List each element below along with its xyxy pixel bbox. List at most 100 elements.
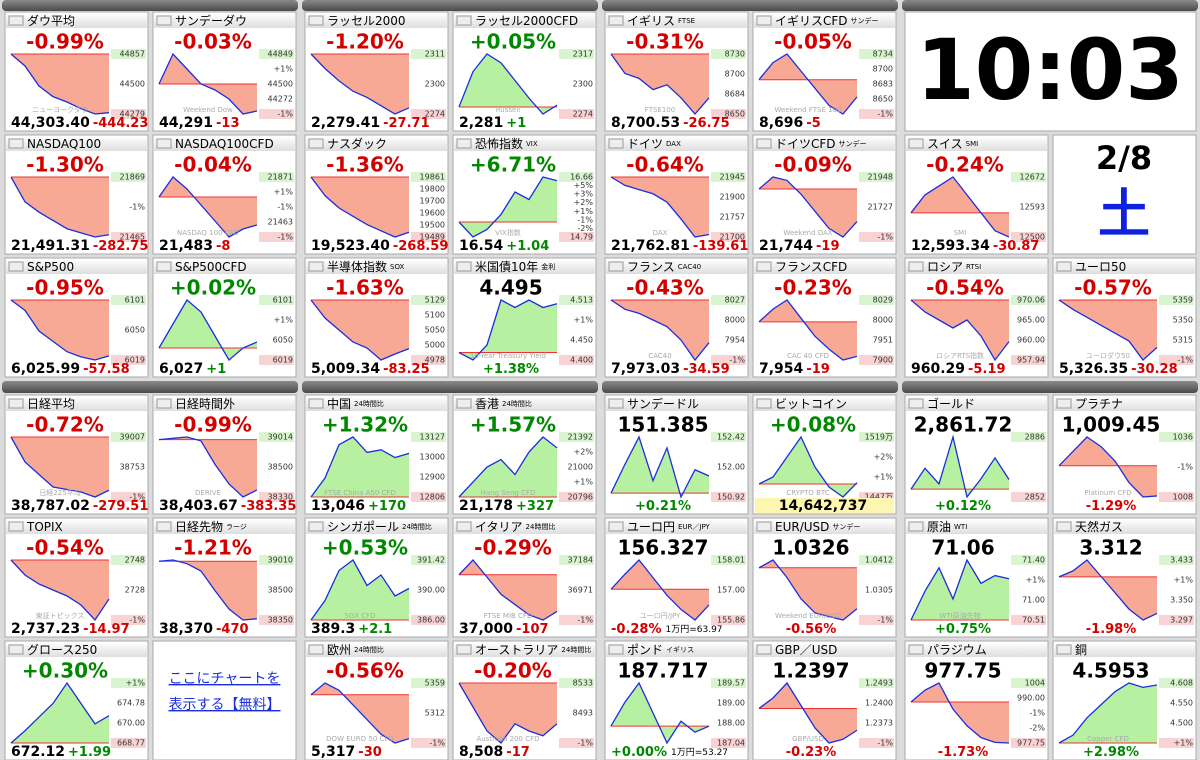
spark-area xyxy=(11,437,109,497)
price-label: 1.2400 xyxy=(865,699,893,708)
spark-line xyxy=(158,559,258,621)
group-bar xyxy=(2,0,298,11)
tile-name-text: GBP／USD xyxy=(775,643,837,657)
label-bg xyxy=(559,295,594,305)
label-bg xyxy=(259,109,294,119)
label-bg xyxy=(411,355,446,365)
change-pct: -0.54% xyxy=(926,276,1004,300)
label-bg xyxy=(1159,432,1194,442)
price-label: 5100 xyxy=(425,311,445,320)
price-label: 21465 xyxy=(120,233,145,242)
change-pct-text: -0.56% xyxy=(786,622,837,637)
change: -19 xyxy=(816,239,840,254)
label-bg xyxy=(859,738,894,748)
clock-tile xyxy=(904,11,1197,132)
price: 7,973.03 -34.59 xyxy=(611,361,730,377)
price-label: 150.92 xyxy=(717,493,745,502)
price-label: 8027 xyxy=(725,296,745,305)
change-pct: -1.21% xyxy=(174,536,252,560)
tile-name-text: パラジウム xyxy=(927,643,987,657)
change-pct: -0.31% xyxy=(626,30,704,54)
price: 7,954 -19 xyxy=(759,361,830,377)
tile-header xyxy=(606,259,747,274)
price-label: 5050 xyxy=(425,326,445,335)
label-bg xyxy=(259,355,294,365)
tile-header xyxy=(754,642,895,657)
label-bg xyxy=(859,109,894,119)
label-bg xyxy=(259,492,294,502)
change-pct-text: +0.12% xyxy=(935,499,991,514)
watermark: Platinum CFD xyxy=(1084,489,1131,497)
spark-area xyxy=(459,54,557,114)
price-label: 8683 xyxy=(873,80,893,89)
tile-name-text: ユーロ円 xyxy=(627,520,675,534)
tile-header xyxy=(306,259,447,274)
weekday: 土 xyxy=(1098,185,1150,245)
price-label: 44500 xyxy=(120,80,145,89)
watermark: 東証トピックス xyxy=(36,611,85,620)
watermark: Weekend FTSE 100 xyxy=(775,106,842,114)
tile-name-text: 中国 xyxy=(327,396,351,411)
price-label: 8029 xyxy=(873,296,893,305)
label-bg xyxy=(1159,295,1194,305)
flag xyxy=(8,398,24,409)
price-label: 21392 xyxy=(568,433,593,442)
tile-name: ラッセル2000CFD xyxy=(475,14,578,28)
price-label: -1% xyxy=(129,493,145,502)
tile-name-text: 米国債10年 xyxy=(475,259,538,274)
flag xyxy=(608,398,624,409)
flag xyxy=(608,15,624,26)
price-label: 8734 xyxy=(873,50,893,59)
price: 44,291 -13 xyxy=(159,115,240,131)
spark-area xyxy=(759,54,857,114)
tile-name-text: イギリス xyxy=(627,14,675,28)
tile-sub: EUR／JPY xyxy=(678,523,711,531)
price-text: 960.29 xyxy=(911,361,965,377)
change: -26.75 xyxy=(683,116,730,131)
price-text: 5,317 xyxy=(311,744,355,760)
price-label: 187.04 xyxy=(717,739,745,748)
tile-sub: サンデー xyxy=(851,16,879,25)
price-label: -1% xyxy=(129,203,145,212)
flag xyxy=(908,644,924,655)
spark-area xyxy=(159,300,257,360)
spark-line xyxy=(458,299,558,361)
flag xyxy=(756,398,772,409)
price-label: -1% xyxy=(877,110,893,119)
price: 2,861.72 xyxy=(914,413,1013,437)
change: -8 xyxy=(216,239,230,254)
flag xyxy=(456,15,472,26)
price: 1,009.45 xyxy=(1062,413,1161,437)
spark-line xyxy=(458,176,558,238)
flag xyxy=(156,261,172,272)
price-label: 2728 xyxy=(125,586,145,595)
label-bg xyxy=(111,109,146,119)
price-label: -1% xyxy=(429,739,445,748)
price-label: -1% xyxy=(729,356,745,365)
price-label: 1036 xyxy=(1173,433,1193,442)
label-bg xyxy=(559,432,594,442)
price-text: 21,483 xyxy=(159,238,213,254)
price-label: +2% xyxy=(874,453,894,462)
price-text: 2,279.41 xyxy=(311,115,380,131)
tile-name-text: ラッセル2000 xyxy=(327,14,406,28)
price-label: 6101 xyxy=(273,296,293,305)
spark-area xyxy=(11,560,109,620)
spark-line xyxy=(10,53,110,115)
label-bg xyxy=(711,355,746,365)
tile-header xyxy=(754,259,895,274)
label-bg xyxy=(559,355,594,365)
chart-link[interactable]: ここにチャートを xyxy=(169,671,281,687)
label-bg xyxy=(411,678,446,688)
spark-area xyxy=(611,177,709,237)
watermark: VIX指数 xyxy=(495,228,521,237)
change: -268.59 xyxy=(393,239,449,254)
price-label: 8000 xyxy=(873,316,893,325)
change: -34.59 xyxy=(683,362,730,377)
spark-line xyxy=(758,299,858,361)
change-pct: -0.43% xyxy=(626,276,704,300)
tile-name-text: ラッセル2000CFD xyxy=(475,14,578,28)
chart-link[interactable]: 表示する【無料】 xyxy=(169,697,281,713)
tile-header xyxy=(454,519,595,534)
label-bg xyxy=(711,492,746,502)
